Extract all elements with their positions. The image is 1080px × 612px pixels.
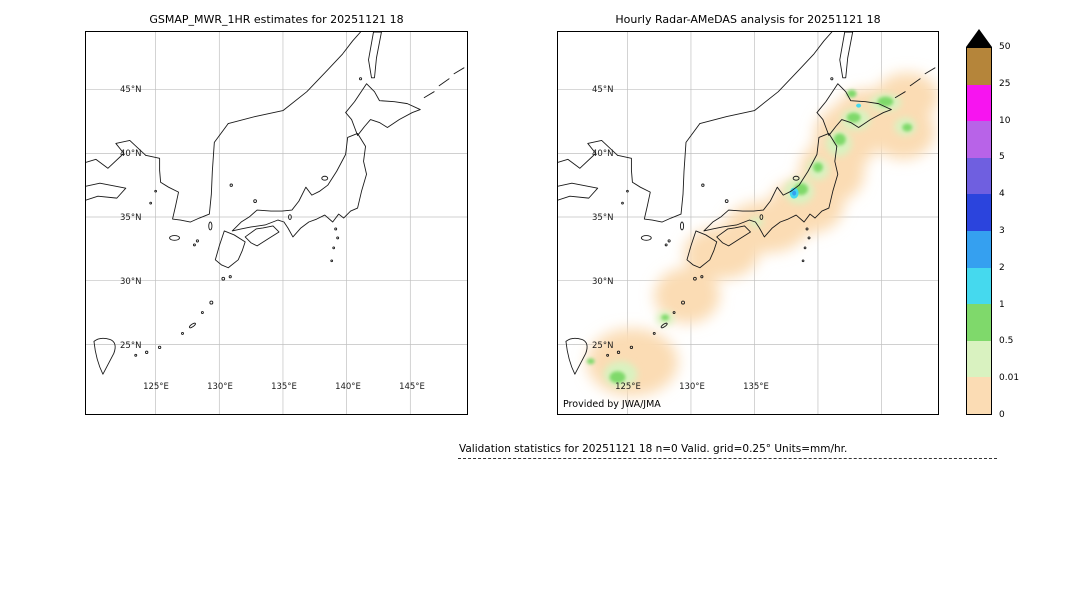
lon-tick: 125°E [615,382,641,392]
lat-tick: 40°N [120,149,142,159]
radar-amedas-map [558,32,938,414]
colorbar-tick-label: 0.5 [999,336,1014,346]
lat-tick: 35°N [120,213,142,223]
colorbar-tick-label: 3 [999,226,1005,236]
colorbar-tick-label: 25 [999,79,1011,89]
lon-tick: 125°E [143,382,169,392]
colorbar-tick-label: 10 [999,116,1011,126]
colorbar-segment [967,304,991,341]
left-panel-title: GSMAP_MWR_1HR estimates for 20251121 18 [149,13,404,26]
lat-tick: 30°N [592,277,614,287]
lon-tick: 140°E [335,382,361,392]
lat-tick: 25°N [592,341,614,351]
colorbar-segment [967,121,991,158]
validation-caption: Validation statistics for 20251121 18 n=… [459,443,848,455]
coastlines [558,32,936,375]
gsmap-map [86,32,467,414]
right-panel-title: Hourly Radar-AMeDAS analysis for 2025112… [615,13,881,26]
colorbar-segment [967,230,991,268]
colorbar-overflow-triangle-icon [966,29,992,47]
lon-tick: 135°E [743,382,769,392]
data-credit: Provided by JWA/JMA [563,399,661,410]
colorbar-scale [966,47,992,415]
colorbar-tick-label: 4 [999,189,1005,199]
lon-tick: 130°E [207,382,233,392]
colorbar-segment [967,48,991,85]
lat-tick: 45°N [120,85,142,95]
lat-tick: 45°N [592,85,614,95]
lat-tick: 30°N [120,277,142,287]
gsmap-map-panel: 45°N 40°N 35°N 30°N 25°N 125°E 130°E 135… [85,31,468,415]
precip-trace-band [586,72,938,397]
colorbar-segment [967,157,991,195]
lat-tick: 40°N [592,149,614,159]
gridlines [86,32,467,414]
colorbar-segment [967,267,991,305]
radar-amedas-map-panel: 45°N 40°N 35°N 30°N 25°N 125°E 130°E 135… [557,31,939,415]
lat-tick: 35°N [592,213,614,223]
lat-tick: 25°N [120,341,142,351]
coastlines [86,32,465,375]
colorbar-tick-label: 5 [999,152,1005,162]
colorbar-tick-label: 0.01 [999,373,1020,383]
colorbar-tick-label: 1 [999,300,1005,310]
lon-tick: 135°E [271,382,297,392]
colorbar-segment [967,84,991,122]
colorbar: 50 25 10 5 4 3 2 1 0.5 0.01 0 [966,29,1042,421]
colorbar-segment [967,377,991,414]
colorbar-segment [967,340,991,378]
lon-tick: 130°E [679,382,705,392]
lon-tick: 145°E [399,382,425,392]
caption-underline [458,458,997,459]
colorbar-segment [967,194,991,231]
colorbar-tick-label: 2 [999,263,1005,273]
colorbar-tick-label: 0 [999,410,1005,420]
colorbar-tick-label: 50 [999,42,1011,52]
